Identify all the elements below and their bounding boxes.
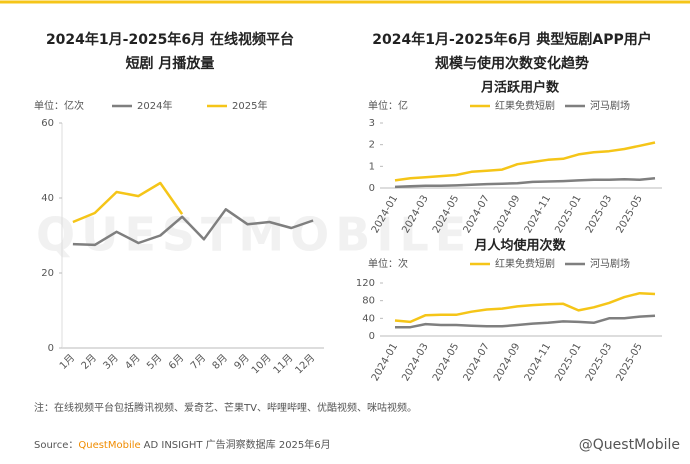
x-tick-label: 2024-11 — [523, 342, 553, 384]
watermark: QUESTMOBILE — [36, 208, 472, 262]
x-tick-label: 2025-05 — [614, 342, 644, 384]
chart-title: 短剧 月播放量 — [126, 55, 215, 72]
chart-title: 月活跃用户数 — [480, 80, 560, 96]
y-tick-label: 40 — [41, 193, 54, 204]
legend-label: 红果免费短剧 — [495, 99, 555, 112]
legend-label: 2024年 — [137, 99, 172, 112]
y-tick-label: 40 — [362, 313, 375, 324]
panel-heading: 2024年1月-2025年6月 典型短剧APP用户 — [372, 31, 651, 48]
x-tick-label: 5月 — [144, 352, 164, 372]
y-tick-label: 2 — [369, 140, 375, 151]
unit-label: 单位：亿 — [368, 99, 408, 112]
x-tick-label: 2024-09 — [492, 342, 522, 384]
legend-label: 河马剧场 — [590, 257, 630, 270]
x-tick-label: 2025-01 — [553, 342, 583, 384]
x-tick-label: 1月 — [57, 352, 77, 372]
x-tick-label: 2024-03 — [400, 342, 430, 384]
x-tick-label: 7月 — [188, 352, 208, 372]
source-brand: QuestMobile — [78, 440, 140, 451]
x-tick-label: 3月 — [101, 352, 121, 372]
note: 注：在线视频平台包括腾讯视频、爱奇艺、芒果TV、哔哩哔哩、优酷视频、咪咕视频。 — [34, 401, 417, 414]
source-rest: AD INSIGHT 广告洞察数据库 2025年6月 — [144, 438, 331, 451]
x-tick-label: 8月 — [210, 352, 230, 372]
x-tick-label: 6月 — [166, 352, 186, 372]
x-tick-label: 2月 — [79, 352, 99, 372]
y-tick-label: 0 — [369, 183, 375, 194]
legend-label: 2025年 — [232, 99, 267, 112]
x-tick-label: 2024-01 — [370, 342, 400, 384]
series-line — [72, 208, 314, 247]
series-line — [394, 141, 656, 182]
y-tick-label: 0 — [48, 343, 54, 354]
x-tick-label: 4月 — [123, 352, 143, 372]
x-tick-label: 2025-03 — [584, 342, 614, 384]
x-tick-label: 2025-01 — [553, 194, 583, 236]
x-tick-label: 2024-07 — [462, 342, 492, 384]
x-tick-label: 2024-05 — [431, 342, 461, 384]
source: Source：QuestMobile AD INSIGHT 广告洞察数据库 202… — [34, 438, 331, 451]
legend-label: 河马剧场 — [590, 99, 630, 112]
y-tick-label: 20 — [41, 268, 54, 279]
unit-label: 单位：亿次 — [34, 99, 84, 112]
x-tick-label: 11月 — [271, 352, 296, 377]
y-tick-label: 80 — [362, 296, 375, 307]
panel-heading: 规模与使用次数变化趋势 — [435, 55, 589, 72]
y-tick-label: 3 — [369, 118, 375, 129]
series-line — [395, 314, 656, 329]
x-tick-label: 2024-09 — [492, 194, 522, 236]
series-line — [72, 181, 184, 224]
x-tick-label: 2025-05 — [614, 194, 644, 236]
x-tick-label: 10月 — [249, 352, 274, 377]
y-tick-label: 1 — [369, 161, 375, 172]
series-line — [394, 177, 656, 189]
x-tick-label: 2025-03 — [584, 194, 614, 236]
y-tick-label: 0 — [369, 331, 375, 342]
x-tick-label: 2024-11 — [523, 194, 553, 236]
y-tick-label: 120 — [356, 278, 375, 289]
legend-label: 红果免费短剧 — [495, 257, 555, 270]
x-tick-label: 12月 — [293, 352, 318, 377]
chart-title: 2024年1月-2025年6月 在线视频平台 — [46, 31, 294, 48]
unit-label: 单位：次 — [368, 257, 408, 270]
chart-title: 月人均使用次数 — [473, 238, 566, 254]
series-line — [394, 291, 656, 324]
credit: @QuestMobile — [579, 437, 680, 453]
y-tick-label: 60 — [41, 118, 54, 129]
source-label: Source： — [34, 440, 78, 451]
